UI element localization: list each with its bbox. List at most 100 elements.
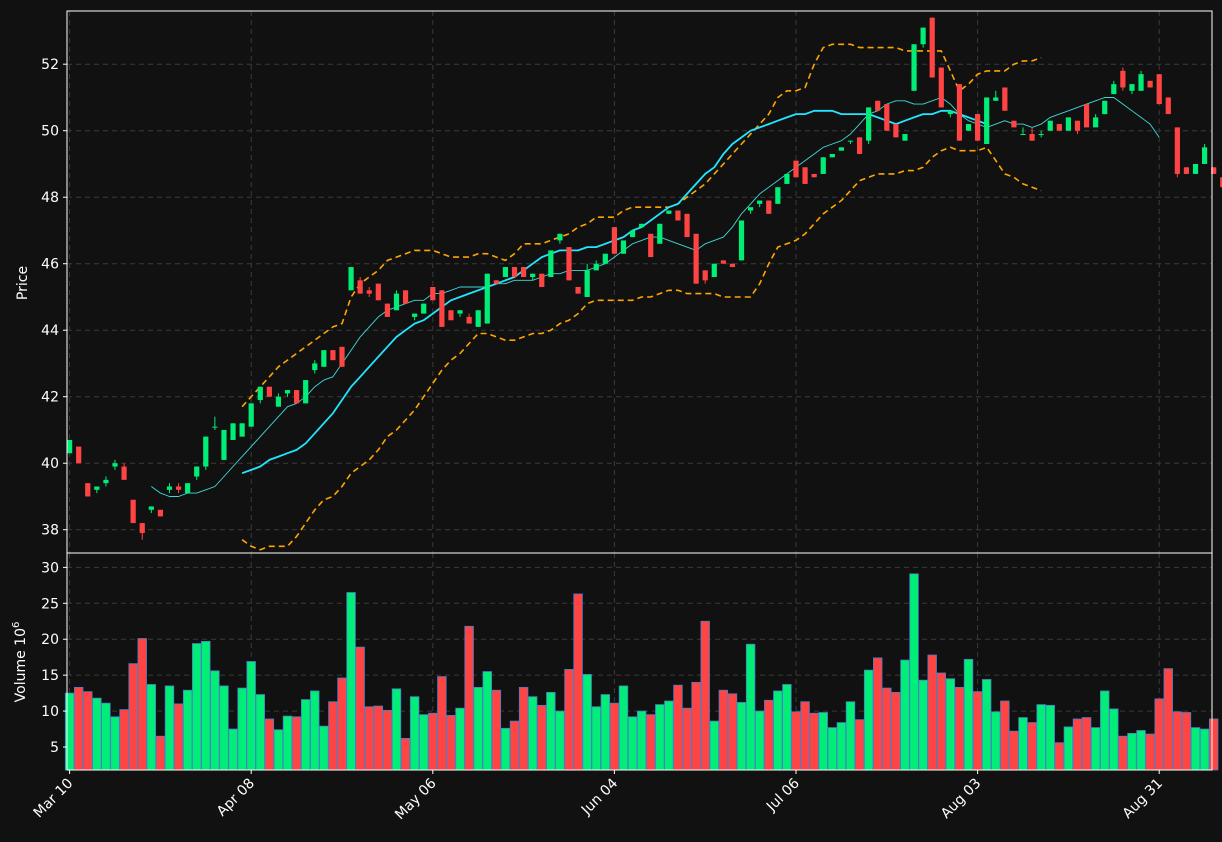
candle-body [566, 247, 572, 281]
candle-body [838, 147, 844, 151]
candle-body [121, 466, 127, 480]
candle-body [1111, 84, 1117, 95]
volume-axis-label-exponent: 6 [11, 622, 22, 628]
volume-bar [555, 710, 565, 771]
candle-body [1220, 177, 1222, 188]
volume-bar [609, 702, 620, 771]
candle-body [312, 363, 318, 371]
candle-body [1156, 74, 1162, 105]
candle-body [94, 486, 100, 490]
volume-bar [1163, 668, 1173, 771]
price-tick-label: 40 [41, 456, 59, 472]
candle-body [493, 280, 499, 284]
candle-body [866, 107, 872, 141]
candle-body [203, 436, 209, 467]
candle-body [602, 253, 608, 264]
volume-bar [101, 702, 111, 771]
candle-body [539, 273, 545, 287]
volume-tick-label: 10 [41, 704, 59, 720]
candle-body [112, 463, 118, 467]
volume-bar [1190, 727, 1201, 771]
volume-bar [246, 661, 256, 771]
price-y-ticks: 38 40 42 44 46 48 50 52 [41, 57, 67, 539]
candle-body [947, 110, 953, 115]
volume-bar [1009, 730, 1019, 771]
candle-body [820, 157, 826, 174]
volume-bar [291, 716, 302, 771]
volume-bar [409, 696, 420, 771]
candle-body [911, 44, 917, 91]
candle-body [430, 286, 436, 301]
price-tick-label: 48 [41, 190, 59, 206]
candle-body [593, 263, 599, 271]
candle-body [548, 250, 554, 278]
volume-bar [882, 687, 892, 771]
candle-body [657, 223, 663, 244]
candle-body [729, 263, 736, 268]
volume-bar [791, 711, 801, 771]
volume-bar [682, 707, 692, 771]
price-tick-label: 44 [41, 323, 59, 339]
volume-bar [782, 684, 792, 771]
volume-bar [636, 710, 647, 771]
candle-body [130, 499, 136, 524]
candle-body [303, 380, 309, 404]
bollinger-bands [241, 43, 1042, 551]
candle-body [648, 233, 654, 258]
volume-bar [500, 727, 511, 771]
volume-bar [173, 703, 184, 771]
volume-bar [355, 646, 365, 771]
volume-bar [754, 710, 765, 771]
candle-body [884, 104, 890, 131]
candle-body [684, 213, 690, 238]
volume-bar [192, 643, 202, 771]
candle-body [148, 506, 154, 510]
volume-bar [137, 638, 147, 771]
candle-body [702, 270, 708, 281]
volume-bar [673, 684, 683, 771]
volume-bar [83, 691, 93, 771]
price-tick-label: 50 [41, 124, 59, 140]
candle-body [1174, 127, 1180, 174]
volume-bar [164, 685, 175, 771]
candle-body [139, 523, 145, 534]
volume-bar [1036, 704, 1046, 771]
volume-bar [1145, 733, 1155, 771]
volume-bar [201, 640, 211, 771]
volume-bar [1000, 700, 1010, 771]
volume-bar [1090, 727, 1101, 771]
volume-bar [655, 704, 665, 771]
volume-bar [1072, 718, 1083, 771]
volume-bar [582, 674, 592, 771]
volume-bar [210, 670, 220, 771]
volume-bar [1109, 708, 1119, 771]
candle-body [1093, 117, 1099, 128]
candle-body [938, 67, 944, 108]
volume-bar [337, 677, 347, 771]
candle-body [221, 429, 227, 460]
candle-body [230, 423, 236, 440]
volume-bar [727, 693, 738, 771]
candle-body [284, 390, 291, 394]
volume-bar [373, 705, 384, 771]
volume-tick-label: 25 [41, 596, 59, 612]
candle-body [620, 240, 627, 254]
candle-body [76, 446, 82, 464]
price-tick-label: 38 [41, 523, 59, 539]
candle-body [629, 230, 636, 238]
volume-bar [119, 709, 129, 771]
candle-body [847, 140, 854, 142]
candle-body [1029, 134, 1035, 141]
volume-bar [255, 694, 265, 771]
volume-bar [310, 690, 320, 771]
candle-body [321, 350, 327, 367]
volume-bar [1027, 722, 1037, 771]
candle-body [1138, 74, 1144, 91]
candle-body [157, 509, 163, 517]
candle-body [375, 283, 381, 301]
candle-body [248, 403, 254, 427]
candle-body [511, 267, 518, 278]
volume-bar [745, 643, 756, 771]
candle-body [1020, 134, 1026, 136]
